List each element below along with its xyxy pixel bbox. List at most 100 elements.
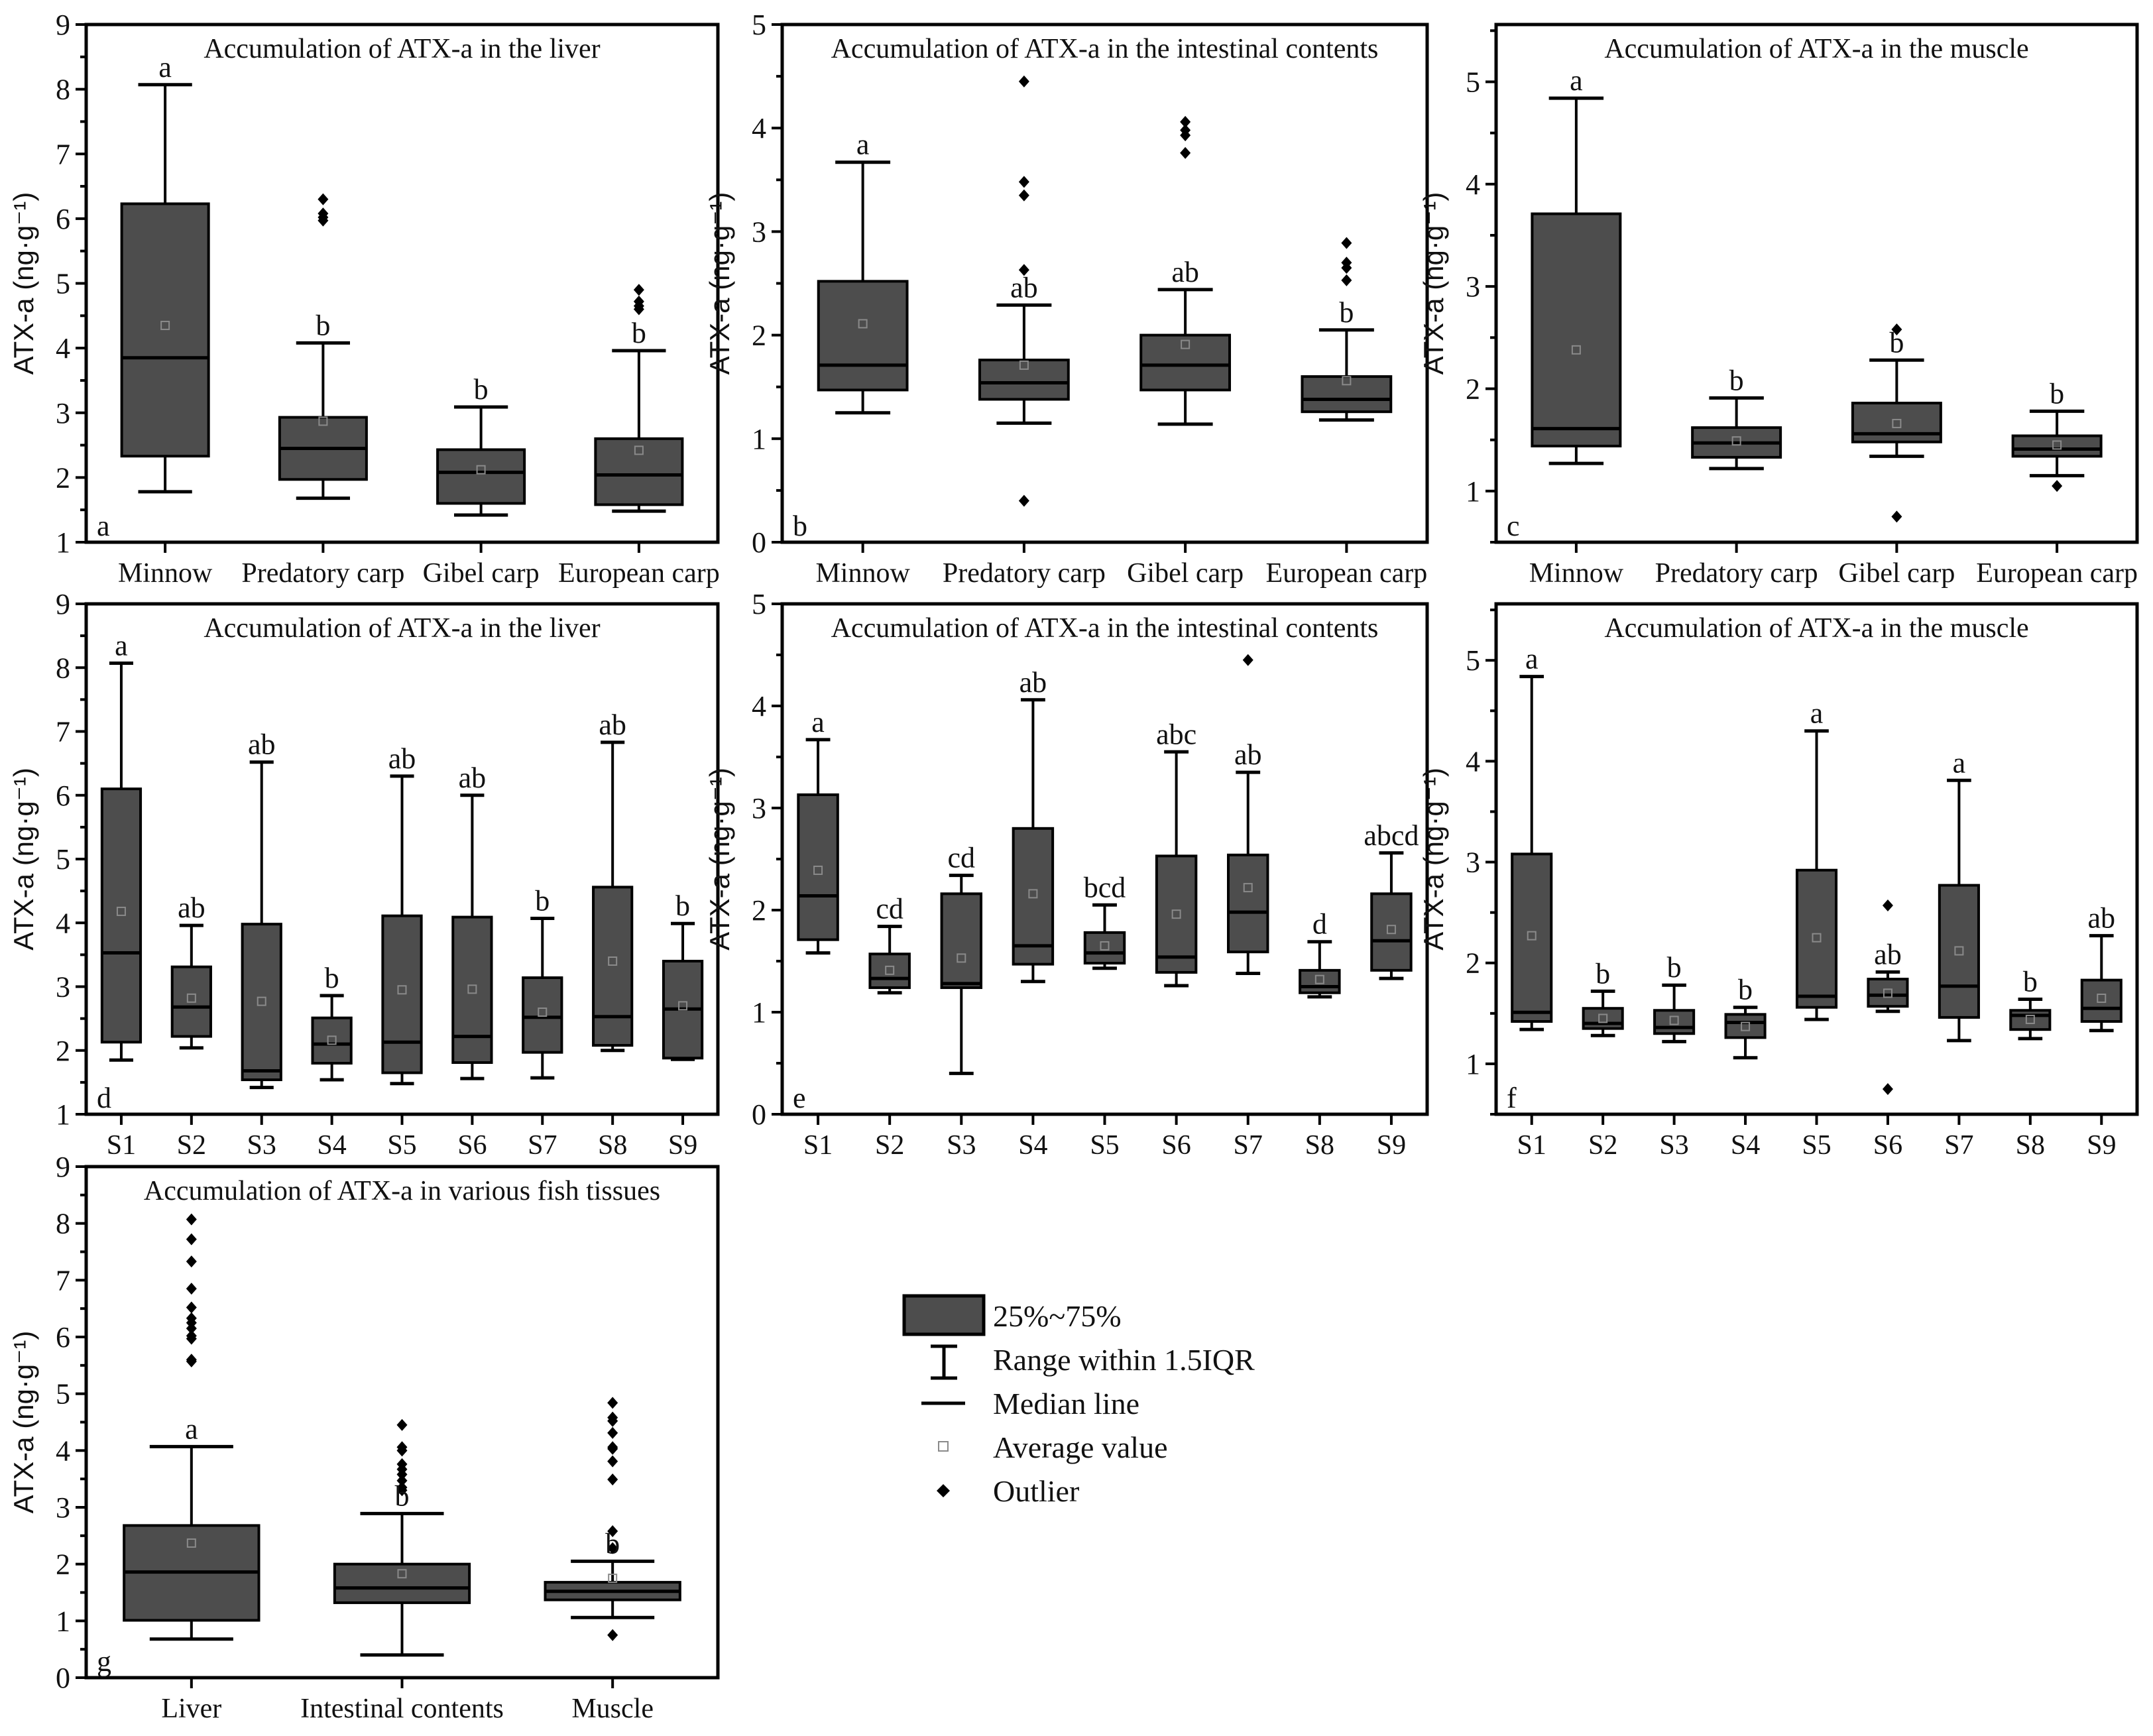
x-tick-label: S8 <box>598 1130 627 1161</box>
panel-label: a <box>97 510 110 542</box>
legend-item-median: Median line <box>921 1387 1139 1420</box>
outlier-point <box>396 1468 408 1481</box>
legend-label: Outlier <box>993 1474 1079 1508</box>
y-tick-label: 2 <box>752 894 766 927</box>
legend-mean-icon <box>938 1441 949 1452</box>
y-tick-label: 3 <box>1466 270 1480 303</box>
significance-letter: b <box>316 309 330 341</box>
y-tick-label: 1 <box>1466 475 1480 508</box>
mean-marker <box>116 906 126 916</box>
box-s7: a <box>1938 746 1980 1043</box>
panel-f: a S1 b S2 b S3 b S4 a S5 ab S6 a S7 b S8 ab S9 1 2 3 4 5 Accumu… <box>1418 602 2139 1161</box>
x-tick-label: S3 <box>947 1130 976 1161</box>
outlier-point <box>607 1542 618 1554</box>
y-tick-label: 4 <box>752 112 766 145</box>
mean-marker <box>1812 933 1822 943</box>
mean-marker <box>1028 889 1038 899</box>
box-s3: cd <box>940 842 983 1075</box>
mean-marker <box>634 445 644 455</box>
outlier-point <box>2052 480 2063 492</box>
panel-title: Accumulation of ATX-a in the intestinal … <box>831 34 1379 64</box>
x-tick-label: S4 <box>317 1130 346 1161</box>
y-tick-label: 0 <box>752 526 766 559</box>
outlier-point <box>1018 494 1029 507</box>
box-gibel-carp: ab <box>1139 115 1232 426</box>
iqr-box <box>594 437 684 506</box>
legend-label: Median line <box>993 1387 1139 1420</box>
panel-title: Accumulation of ATX-a in various fish ti… <box>144 1176 660 1206</box>
x-tick-label: S6 <box>1873 1130 1902 1161</box>
y-axis-label: ATX-a (ng·g⁻¹) <box>1418 192 1449 375</box>
significance-letter: a <box>811 706 825 738</box>
panel-title: Accumulation of ATX-a in the intestinal … <box>831 613 1379 644</box>
outlier-point <box>396 1474 408 1487</box>
box-predatory-carp: b <box>278 193 368 500</box>
panel-title: Accumulation of ATX-a in the muscle <box>1604 34 2028 64</box>
significance-letter: ab <box>248 728 276 761</box>
box-minnow: a <box>817 129 909 415</box>
iqr-box <box>797 793 839 941</box>
x-tick-label: S7 <box>1234 1130 1263 1161</box>
legend-label: 25%~75% <box>993 1299 1122 1333</box>
x-tick-label: Liver <box>161 1694 221 1724</box>
mean-marker <box>858 319 868 329</box>
mean-marker <box>327 1035 337 1045</box>
mean-marker <box>1571 345 1581 355</box>
box-s5: a <box>1795 697 1838 1021</box>
mean-marker <box>186 993 196 1003</box>
iqr-box <box>1370 892 1413 972</box>
x-tick-label: S5 <box>1802 1130 1831 1161</box>
mean-marker <box>2052 440 2062 450</box>
outlier-point <box>1242 654 1253 666</box>
x-tick-label: European carp <box>558 558 720 589</box>
y-tick-label: 7 <box>56 716 70 748</box>
mean-marker <box>1527 931 1537 941</box>
significance-letter: a <box>115 630 128 662</box>
y-tick-label: 5 <box>1466 66 1480 98</box>
significance-letter: b <box>605 1527 620 1560</box>
legend-item-box: 25%~75% <box>902 1294 1122 1336</box>
x-tick-label: Predatory carp <box>1655 558 1818 589</box>
mean-marker <box>813 865 823 875</box>
box-s6: ab <box>1867 899 1909 1095</box>
y-tick-label: 1 <box>752 996 766 1029</box>
iqr-box <box>817 280 909 392</box>
iqr-box <box>1795 868 1838 1009</box>
outlier-point <box>318 193 329 205</box>
x-tick-label: S7 <box>528 1130 557 1161</box>
x-tick-label: S8 <box>2016 1130 2045 1161</box>
box-s2: cd <box>868 893 911 995</box>
outlier-point <box>186 1233 197 1245</box>
box-intestinal-contents: b <box>333 1418 471 1657</box>
mean-marker <box>318 416 328 426</box>
y-axis-label: ATX-a (ng·g⁻¹) <box>8 1331 39 1514</box>
x-tick-label: Gibel carp <box>423 558 540 589</box>
outlier-point <box>1882 1082 1893 1095</box>
iqr-box <box>940 892 983 990</box>
significance-letter: ab <box>2088 902 2116 935</box>
plot-frame <box>1494 23 2139 544</box>
box-s3: b <box>1653 951 1696 1043</box>
y-tick-label: 8 <box>56 652 70 684</box>
iqr-box <box>1851 402 1942 443</box>
box-s4: b <box>1724 974 1767 1060</box>
y-tick-label: 1 <box>1466 1048 1480 1080</box>
panel-b: a Minnow ab Predatory carp ab Gibel carp b Euro… <box>704 9 1429 589</box>
box-s9: ab <box>2080 902 2123 1033</box>
outlier-point <box>1341 274 1352 286</box>
y-tick-label: 3 <box>1466 846 1480 879</box>
iqr-box <box>1226 853 1269 954</box>
x-tick-label: S9 <box>668 1130 697 1161</box>
mean-marker <box>1892 418 1902 428</box>
outlier-point <box>186 1255 197 1268</box>
x-tick-label: Muscle <box>571 1694 654 1724</box>
panel-g: a Liver b Intestinal contents b Muscle 0 1 2 3 4 5 6… <box>8 1151 720 1724</box>
y-tick-label: 3 <box>56 397 70 430</box>
outlier-point <box>396 1444 408 1457</box>
y-tick-label: 1 <box>752 423 766 455</box>
box-gibel-carp: b <box>436 373 526 517</box>
y-tick-label: 9 <box>56 1151 70 1183</box>
box-s4: b <box>311 962 353 1082</box>
box-s3: ab <box>241 728 282 1090</box>
panel-label: e <box>793 1082 806 1114</box>
